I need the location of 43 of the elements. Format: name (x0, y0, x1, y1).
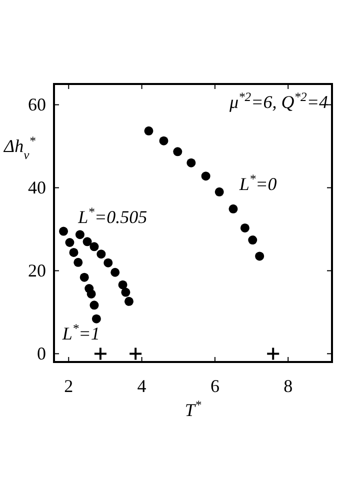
series-label: L$^{*}$=0 (238, 172, 277, 194)
point (93, 346, 108, 361)
point (69, 248, 78, 257)
x-tick-label: 4 (137, 376, 146, 396)
point (248, 236, 258, 245)
point (86, 289, 96, 298)
point (74, 258, 83, 267)
x-axis-title: T$^{*}$ (184, 398, 202, 420)
point (82, 237, 92, 246)
point (90, 242, 99, 252)
point (104, 258, 113, 268)
point (92, 314, 101, 324)
point (186, 158, 196, 168)
point (201, 172, 210, 181)
point (75, 230, 84, 240)
y-tick-label: 0 (37, 344, 46, 364)
x-tick-label: 6 (210, 376, 220, 396)
point (90, 300, 99, 310)
x-tick-label: 2 (64, 376, 74, 396)
point (128, 346, 143, 361)
point (118, 280, 128, 290)
point (121, 288, 130, 297)
point (214, 187, 224, 196)
point (80, 272, 89, 282)
point (266, 346, 280, 361)
point (228, 204, 238, 214)
point (240, 223, 250, 232)
y-tick-label: 20 (28, 260, 46, 281)
y-tick-label: 60 (28, 94, 46, 115)
series-label: L$^{*}$=1 (61, 321, 100, 344)
point (96, 250, 106, 259)
annotation: μ$^{*2}$=6, Q$^{*2}$=4 (228, 90, 328, 112)
x-tick-label: 8 (284, 376, 293, 396)
point (144, 126, 154, 136)
point (65, 238, 74, 247)
point (59, 226, 68, 236)
series-label: L$^{*}$=0.505 (77, 204, 148, 227)
y-tick-label: 40 (28, 178, 46, 198)
point (124, 296, 134, 306)
point (255, 252, 264, 261)
point (110, 268, 120, 277)
point (173, 147, 182, 156)
point (159, 136, 168, 146)
